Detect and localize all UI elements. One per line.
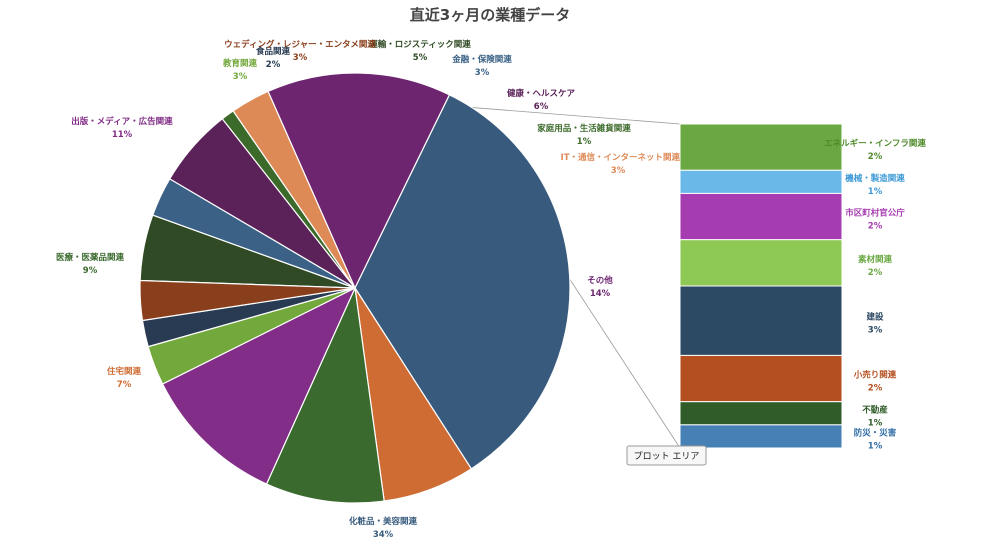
slice-label: 運輸・ロジスティック関連 xyxy=(369,39,471,50)
bar-segment xyxy=(679,239,843,287)
slice-percent: 6% xyxy=(534,102,549,112)
bar-segment xyxy=(679,169,843,194)
slice-label: 健康・ヘルスケア xyxy=(507,88,576,99)
bar-segment xyxy=(679,192,843,241)
bar-segment-label: 市区町村官公庁 xyxy=(845,208,905,219)
bar-segment-label: 小売り関連 xyxy=(853,370,897,381)
slice-label: 化粧品・美容関連 xyxy=(349,516,418,527)
slice-label: その他 xyxy=(587,275,613,286)
pie-slice xyxy=(354,94,571,470)
chart-title: 直近3ヶ月の業種データ xyxy=(410,6,570,24)
pie-slice xyxy=(265,285,385,504)
slice-label: IT・通信・インターネット関連 xyxy=(561,152,681,163)
bar-segment-percent: 2% xyxy=(868,152,883,162)
bar-segment-percent: 2% xyxy=(868,384,883,394)
data-labels: 運輸・ロジスティック関連 5% 金融・保険関連 3% 健康・ヘルスケア 6% 家庭用品・生活… xyxy=(56,39,926,540)
slice-percent: 9% xyxy=(83,266,98,276)
pie-slice xyxy=(161,286,357,485)
bar-segment-percent: 1% xyxy=(868,418,883,428)
slice-percent: 34% xyxy=(373,530,394,540)
bar-segment xyxy=(679,123,843,171)
slice-label: 家庭用品・生活雑貨関連 xyxy=(537,123,631,134)
slice-label: 出版・メディア・広告関連 xyxy=(71,116,173,127)
bar-segment-label: エネルギー・インフラ関連 xyxy=(824,138,926,149)
bar-segment xyxy=(679,354,843,403)
bar-segment-percent: 3% xyxy=(868,326,883,336)
bar-segment-percent: 2% xyxy=(868,222,883,232)
bar-segment-label: 防災・災害 xyxy=(854,427,897,438)
slice-label: ウェディング・レジャー・エンタメ関連 xyxy=(224,39,376,50)
slice-label: 教育関連 xyxy=(222,58,258,69)
bar-segment-label: 機械・製造関連 xyxy=(845,173,905,184)
slice-percent: 3% xyxy=(293,53,308,63)
bar-segment xyxy=(679,401,843,426)
pie-slices xyxy=(139,72,571,504)
tooltip-text: プロット エリア xyxy=(634,451,700,462)
bar-segment-label: 素材関連 xyxy=(858,254,893,265)
slice-label: 食品関連 xyxy=(256,46,291,57)
slice-percent: 1% xyxy=(577,137,592,147)
bar-segment xyxy=(679,285,843,356)
tooltip-box xyxy=(626,445,707,466)
slice-percent: 3% xyxy=(233,72,248,82)
slice-percent: 7% xyxy=(117,380,132,390)
slice-percent: 2% xyxy=(266,60,281,70)
plot-area-tooltip: プロット エリア xyxy=(626,445,707,466)
slice-percent: 3% xyxy=(475,68,490,78)
detail-bar xyxy=(679,123,843,449)
slice-label: 金融・保険関連 xyxy=(451,54,512,65)
slice-percent: 14% xyxy=(590,289,611,299)
pie-slice xyxy=(139,279,356,322)
bar-segment-label: 建設 xyxy=(865,312,884,323)
bar-segment xyxy=(679,424,843,449)
bar-segment-percent: 1% xyxy=(868,441,883,451)
slice-label: 医療・医薬品関連 xyxy=(56,252,125,263)
bar-segment-label: 不動産 xyxy=(862,404,888,415)
bar-segment-percent: 1% xyxy=(868,187,883,197)
slice-percent: 3% xyxy=(611,166,626,176)
slice-percent: 11% xyxy=(112,130,133,140)
pie-slice xyxy=(267,72,451,290)
bar-segment-percent: 2% xyxy=(868,268,883,278)
slice-percent: 5% xyxy=(413,53,428,63)
slice-label: 住宅関連 xyxy=(107,366,142,377)
